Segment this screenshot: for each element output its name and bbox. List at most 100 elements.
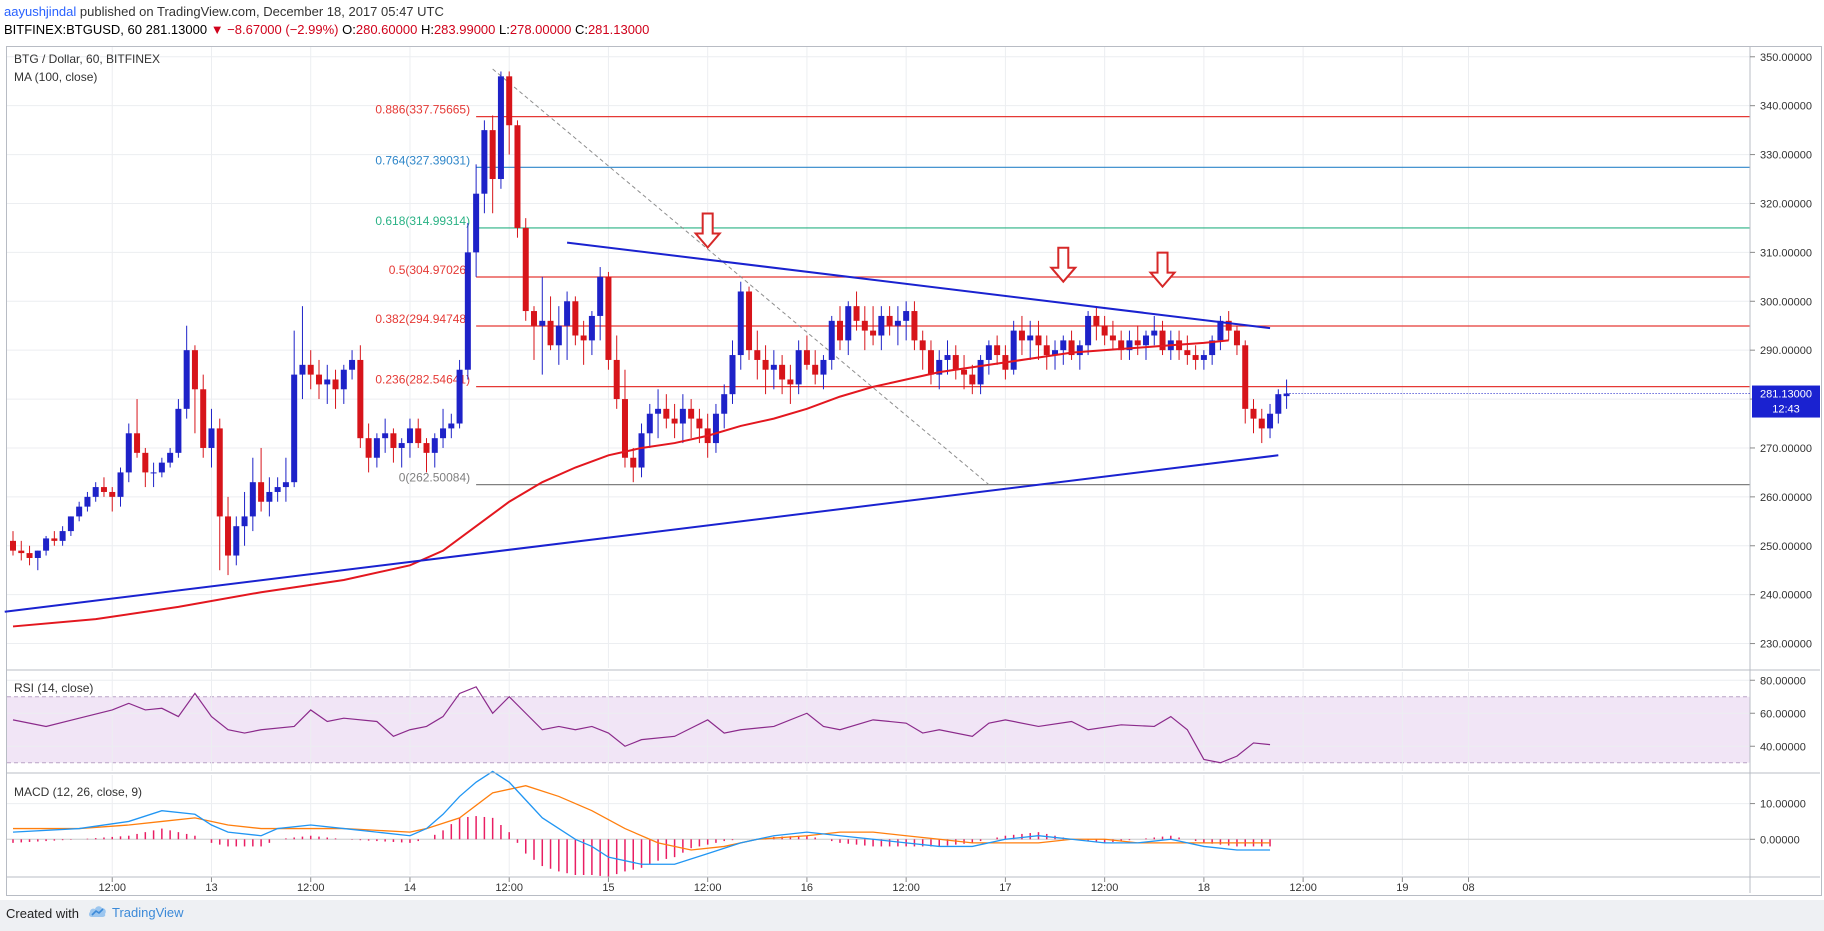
time-tick-label: 08 (1462, 882, 1474, 894)
legends: BTG / Dollar, 60, BITFINEX MA (100, clos… (14, 52, 160, 799)
chart-canvas[interactable]: 0.886(337.75665) 0.764(327.39031) 0.618(31… (0, 0, 1824, 900)
symbol-label: BITFINEX:BTGUSD, (4, 22, 124, 37)
candle-body (1142, 335, 1149, 346)
candle (1060, 335, 1067, 365)
fibonacci-retracement[interactable]: 0.886(337.75665) 0.764(327.39031) 0.618(31… (375, 103, 1750, 486)
candle-body (671, 418, 678, 424)
candle-body (1010, 330, 1017, 370)
candle-body (274, 487, 281, 492)
trendlines[interactable] (4, 241, 1279, 613)
fib-level-label: 0.618(314.99314) (375, 214, 470, 228)
candle (390, 428, 397, 463)
candle-body (572, 301, 579, 336)
time-tick-label: 18 (1198, 882, 1210, 894)
candle-body (497, 76, 504, 180)
candle (638, 423, 645, 478)
candle-body (34, 550, 41, 558)
candle-body (100, 487, 107, 492)
candle-body (183, 350, 190, 409)
candle (307, 350, 314, 390)
candle (919, 330, 926, 370)
candle-body (588, 315, 595, 341)
candle (1209, 335, 1216, 365)
candle (117, 467, 124, 507)
candle (349, 350, 356, 380)
candle-body (26, 553, 33, 558)
tradingview-brand[interactable]: TradingView (88, 903, 184, 921)
candle-body (382, 433, 389, 439)
candle (911, 301, 918, 351)
candle-body (1035, 335, 1042, 346)
candle (985, 340, 992, 375)
candle (712, 403, 719, 453)
candle-body (555, 325, 562, 346)
main-legend: BTG / Dollar, 60, BITFINEX (14, 52, 160, 66)
candle (497, 71, 504, 189)
candle (828, 315, 835, 370)
pane-separators (7, 669, 1820, 878)
candle (200, 374, 207, 458)
candle (183, 325, 190, 419)
candle (365, 423, 372, 473)
candle-body (522, 227, 529, 312)
time-tick-label: 14 (404, 882, 416, 894)
time-tick-label: 13 (205, 882, 217, 894)
candle (837, 306, 843, 351)
close-value: 281.13000 (587, 22, 650, 37)
published-text: published on TradingView.com, December 1… (76, 4, 444, 19)
candle-body (1217, 320, 1224, 341)
candle (332, 369, 339, 409)
candle (489, 115, 496, 214)
candle-body (911, 311, 918, 341)
candle (977, 355, 984, 395)
countdown-label: 12:43 (1772, 404, 1800, 416)
candle-body (903, 311, 910, 321)
candle (779, 355, 786, 395)
candle-body (150, 472, 157, 474)
candle-body (927, 350, 934, 375)
macd-legend: MACD (12, 26, close, 9) (14, 785, 142, 799)
candle (655, 389, 662, 439)
author-link[interactable]: aayushjindal (4, 4, 77, 19)
candle (266, 477, 273, 517)
time-axis: 12:00 13 12:00 14 12:00 15 12:00 16 12:00 17 12:00… (98, 877, 1475, 894)
candle (1134, 325, 1141, 356)
candle (795, 340, 802, 395)
fib-level-label: 0.382(294.94748) (375, 312, 470, 326)
candle-body (233, 526, 240, 556)
candle (1035, 320, 1042, 360)
candle-body (357, 359, 364, 439)
candle (481, 120, 488, 214)
candle (67, 516, 74, 536)
footer-bar (0, 900, 1824, 931)
candle (274, 477, 281, 502)
candle (150, 462, 157, 488)
trendline (4, 454, 1279, 613)
candle (952, 345, 959, 380)
price-tick-label: 300.00000 (1760, 296, 1812, 308)
candle-body (564, 301, 571, 326)
candle-body (1151, 330, 1158, 336)
candle-body (1242, 345, 1249, 409)
candle-body (886, 315, 893, 326)
candle-body (894, 320, 901, 326)
dashed-diagonal[interactable] (492, 68, 990, 486)
candle-body (605, 276, 612, 360)
price-tick-label: 340.00000 (1760, 101, 1812, 113)
candle-body (76, 506, 83, 517)
candle-body (1101, 325, 1108, 336)
fib-level-label: 0.236(282.54641) (375, 373, 470, 387)
candle (613, 335, 620, 409)
price-axes: 230.00000 240.00000 250.00000 260.00000 270.… (1286, 47, 1812, 893)
candle-body (489, 130, 496, 180)
candle-body (712, 413, 719, 444)
candle (100, 477, 107, 497)
low-label: L: (499, 22, 510, 37)
last-price-tag-value: 281.13000 (1760, 389, 1812, 401)
rsi-pane: 40.00000 60.00000 80.00000 (12, 675, 1806, 764)
price-tick-label: 250.00000 (1760, 541, 1812, 553)
candle-body (340, 369, 347, 390)
last-price-marker: 281.13000 12:43 (1752, 385, 1820, 418)
candle (572, 296, 579, 346)
candle-body (191, 350, 198, 390)
